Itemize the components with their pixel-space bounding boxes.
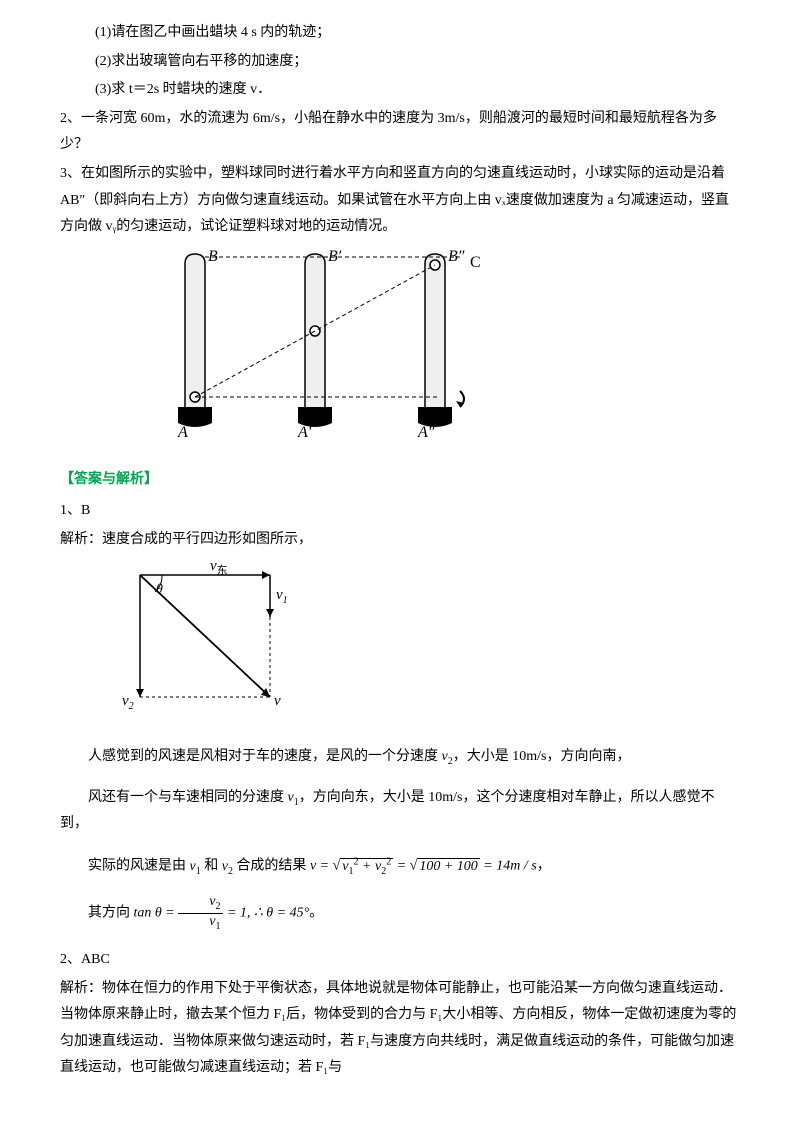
figure-parallelogram: v东 v1 θ v v2 [120, 557, 740, 728]
svg-text:v1: v1 [276, 587, 288, 606]
svg-text:v: v [274, 693, 281, 709]
label-A1: A′ [297, 424, 312, 439]
a1-intro: 解析：速度合成的平行四边形如图所示， [60, 527, 740, 554]
figure-tubes: B A B′ A′ B″ A″ C [160, 249, 740, 450]
a2-num: 2、ABC [60, 947, 740, 974]
q1-sub2: (2)求出玻璃管向右平移的加速度； [60, 49, 740, 76]
label-A: A [177, 424, 188, 439]
q1-sub3: (3)求 t＝2s 时蜡块的速度 v． [60, 77, 740, 104]
answers-heading: 【答案与解析】 [60, 467, 740, 494]
svg-text:v2: v2 [122, 693, 134, 712]
svg-text:v东: v东 [210, 558, 228, 577]
a1-num: 1、B [60, 498, 740, 525]
a2-text: 解析：物体在恒力的作用下处于平衡状态，具体地说就是物体可能静止，也可能沿某一方向… [60, 976, 740, 1082]
a1-p2: 风还有一个与车速相同的分速度 v1，方向向东，大小是 10m/s，这个分速度相对… [60, 785, 740, 838]
a1-p1: 人感觉到的风速是风相对于车的速度，是风的一个分速度 v2，大小是 10m/s，方… [60, 744, 740, 771]
q3-text: 3、在如图所示的实验中，塑料球同时进行着水平方向和竖直方向的匀速直线运动时，小球… [60, 161, 740, 241]
q2-text: 2、一条河宽 60m，水的流速为 6m/s，小船在静水中的速度为 3m/s，则船… [60, 106, 740, 159]
a1-p4: 其方向 tan θ = v2v1 = 1, ∴ θ = 45°。 [60, 894, 740, 933]
a1-p3: 实际的风速是由 v1 和 v2 合成的结果 v = √v12 + v22 = √… [60, 852, 740, 880]
label-A2: A″ [417, 424, 435, 439]
q1-sub1: (1)请在图乙中画出蜡块 4 s 内的轨迹； [60, 20, 740, 47]
label-C: C [470, 254, 481, 271]
